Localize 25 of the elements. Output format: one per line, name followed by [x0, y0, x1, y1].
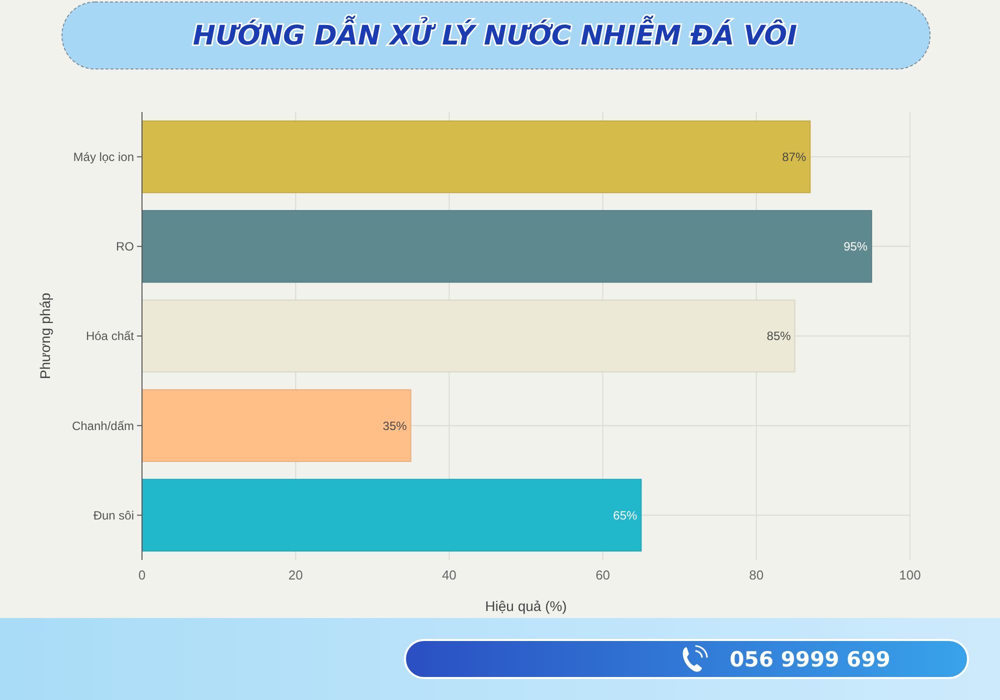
x-tick-label: 0: [138, 568, 146, 583]
x-axis-title: Hiệu quả (%): [485, 598, 567, 614]
y-tick-label: Chanh/dấm: [72, 418, 134, 433]
x-tick-label: 40: [442, 568, 456, 583]
bar: [142, 120, 811, 194]
chart-title: HƯỚNG DẪN XỬ LÝ NƯỚC NHIỄM ĐÁ VÔI: [192, 15, 798, 52]
y-tick-label: Hóa chất: [86, 329, 135, 344]
y-axis-title: Phương pháp: [36, 292, 53, 380]
x-tick-label: 60: [596, 568, 610, 583]
y-tick-label: RO: [116, 240, 134, 254]
x-tick-label: 20: [288, 568, 303, 583]
bar: [142, 300, 796, 372]
bar: [142, 478, 642, 552]
bar: [142, 210, 872, 283]
data-label: 87%: [782, 150, 806, 164]
data-label: 35%: [382, 418, 408, 433]
y-tick-label: Máy lọc ion: [73, 150, 134, 164]
text: 056 9999 699: [730, 647, 890, 672]
data-label: 95%: [844, 240, 868, 254]
data-label: 85%: [766, 329, 792, 344]
x-tick-label: 80: [749, 568, 764, 583]
data-label: 65%: [613, 508, 638, 522]
bar: [142, 389, 412, 462]
y-tick-label: Đun sôi: [93, 508, 134, 522]
x-tick-label: 100: [899, 568, 921, 583]
